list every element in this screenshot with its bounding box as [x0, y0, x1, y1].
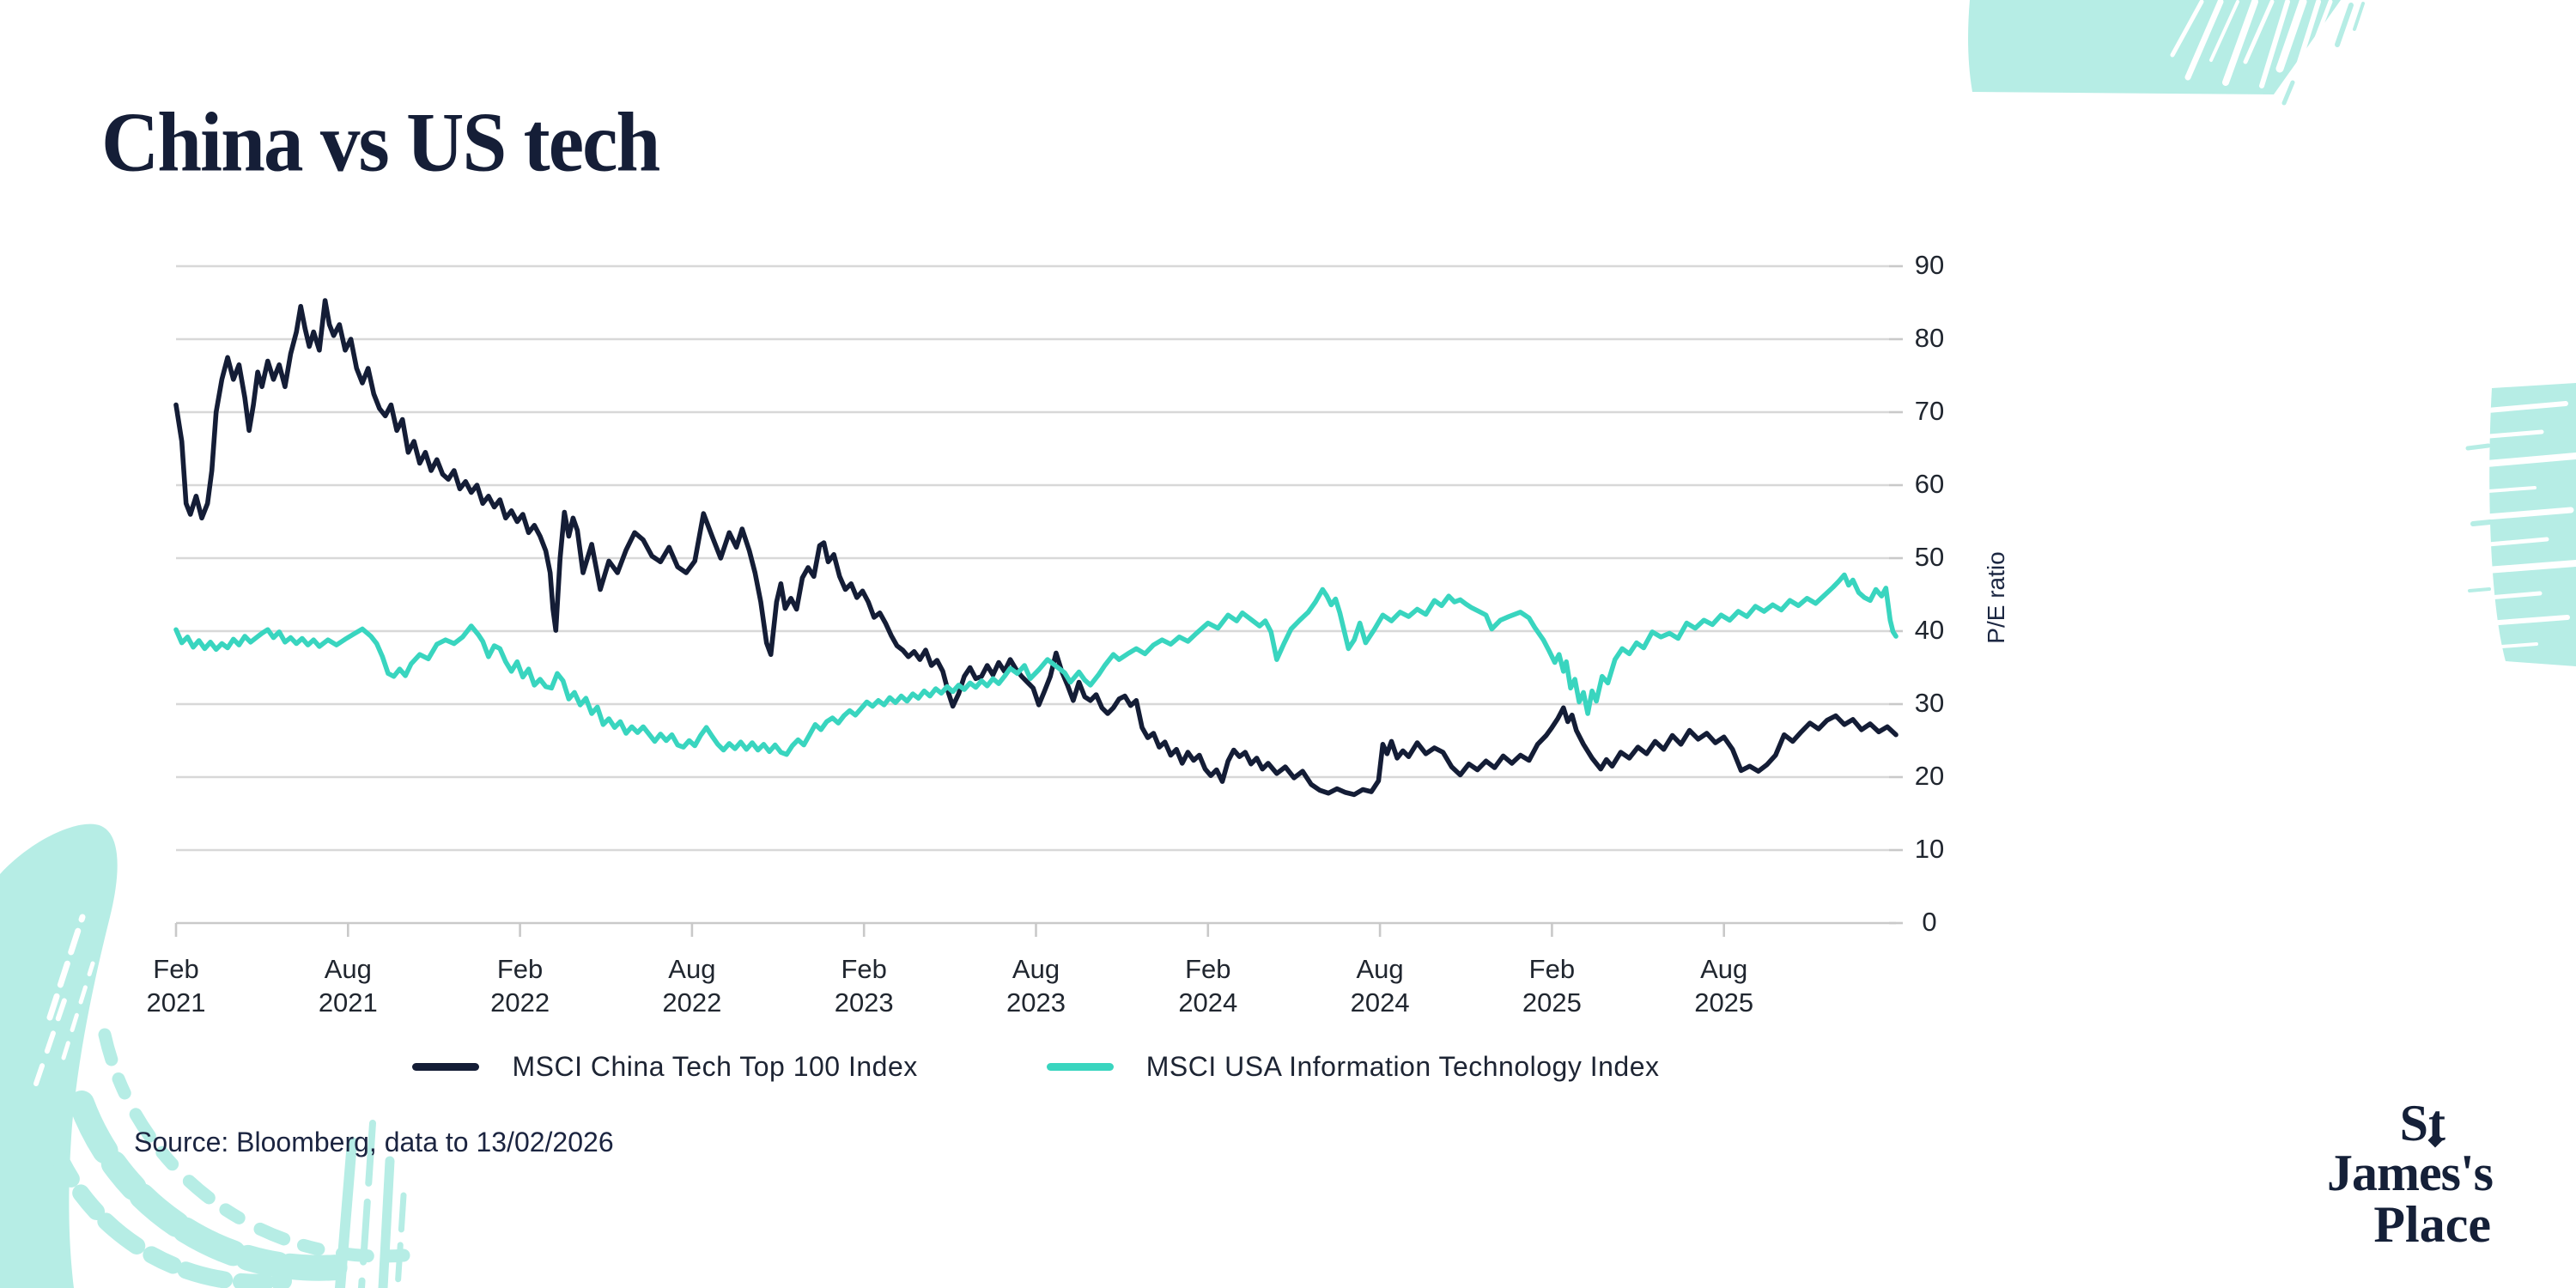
- source-text: Source: Bloomberg, data to 13/02/2026: [134, 1127, 614, 1157]
- x-tick-label: Aug 2024: [1350, 954, 1410, 1018]
- y-tick-label: 10: [1914, 834, 1945, 864]
- top-right-brush-decoration: [1968, 0, 2365, 106]
- right-edge-brush-decoration: [2465, 383, 2576, 666]
- x-tick-label: Aug 2025: [1694, 954, 1754, 1018]
- y-tick-label: 70: [1914, 396, 1945, 426]
- y-tick-label: 30: [1914, 688, 1945, 718]
- logo-line-place: Place: [2373, 1196, 2491, 1253]
- x-tick-label: Aug 2023: [1006, 954, 1066, 1018]
- bottom-left-brush-decoration: [0, 823, 410, 1288]
- y-tick-label: 60: [1914, 469, 1945, 499]
- x-tick-label: Feb 2024: [1178, 954, 1238, 1018]
- x-tick-label: Aug 2022: [662, 954, 722, 1018]
- usa-series-swatch-icon: [1046, 1063, 1114, 1071]
- x-tick-label: Feb 2021: [146, 954, 206, 1018]
- x-tick-label: Feb 2023: [834, 954, 894, 1018]
- legend-item-china: MSCI China Tech Top 100 Index: [412, 1051, 917, 1083]
- legend-item-usa: MSCI USA Information Technology Index: [1046, 1051, 1660, 1083]
- page-title: China vs US tech: [101, 94, 660, 190]
- y-tick-label: 90: [1914, 250, 1945, 280]
- china-series-swatch-icon: [412, 1063, 480, 1071]
- y-tick-label: 50: [1914, 542, 1945, 572]
- x-tick-label: Aug 2021: [318, 954, 378, 1018]
- legend: MSCI China Tech Top 100 Index MSCI USA I…: [176, 1051, 1896, 1083]
- y-tick-label: 80: [1914, 323, 1945, 353]
- legend-label: MSCI USA Information Technology Index: [1145, 1051, 1660, 1082]
- y-tick-label: 40: [1914, 615, 1945, 645]
- legend-label: MSCI China Tech Top 100 Index: [512, 1051, 918, 1082]
- x-tick-label: Feb 2022: [490, 954, 550, 1018]
- y-axis-title: P/E ratio: [1983, 551, 2009, 644]
- y-tick-label: 20: [1914, 761, 1945, 791]
- logo-line-jamess: James's: [2327, 1145, 2494, 1201]
- y-tick-label: 0: [1922, 907, 1937, 937]
- x-tick-label: Feb 2025: [1522, 954, 1582, 1018]
